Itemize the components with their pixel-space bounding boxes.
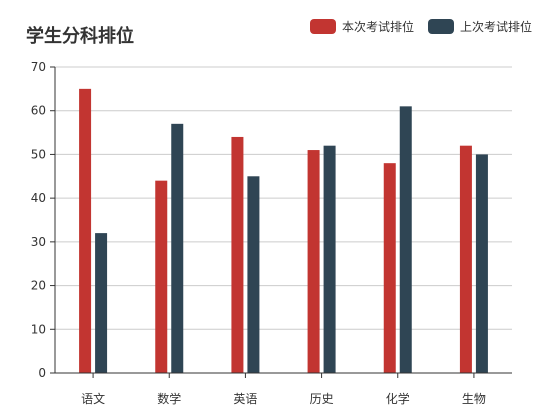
bar-current-4 — [383, 163, 396, 373]
bar-current-2 — [231, 136, 244, 373]
bar-previous-3 — [323, 145, 336, 373]
bar-previous-5 — [475, 154, 488, 373]
bar-current-3 — [307, 150, 320, 373]
bar-previous-1 — [171, 123, 184, 373]
legend-item-current[interactable]: 本次考试排位 — [309, 18, 414, 35]
y-tick-label: 40 — [31, 191, 46, 205]
legend-swatch-current — [309, 19, 336, 34]
x-tick-label: 英语 — [233, 392, 257, 406]
x-tick-label: 历史 — [310, 392, 334, 406]
y-tick-label: 70 — [31, 60, 46, 74]
y-tick-label: 0 — [38, 366, 46, 380]
legend-label-current: 本次考试排位 — [341, 20, 414, 34]
y-tick-label: 60 — [31, 104, 46, 118]
legend: 本次考试排位 上次考试排位 — [309, 18, 532, 35]
x-tick-label: 生物 — [462, 392, 486, 406]
x-tick-label: 数学 — [157, 391, 181, 406]
bar-previous-2 — [247, 176, 260, 373]
legend-label-previous: 上次考试排位 — [459, 20, 532, 34]
bar-previous-4 — [399, 106, 412, 373]
bar-current-1 — [155, 180, 168, 373]
legend-swatch-previous — [427, 19, 454, 34]
bar-previous-0 — [95, 233, 108, 373]
y-tick-label: 20 — [31, 279, 46, 293]
bar-current-5 — [459, 145, 472, 373]
y-tick-label: 30 — [31, 235, 46, 249]
chart-title: 学生分科排位 — [26, 26, 134, 47]
y-tick-label: 10 — [31, 322, 46, 336]
y-tick-label: 50 — [31, 147, 46, 161]
legend-item-previous[interactable]: 上次考试排位 — [427, 18, 532, 35]
x-tick-label: 语文 — [81, 391, 105, 406]
x-tick-label: 化学 — [386, 391, 410, 406]
bar-current-0 — [79, 88, 92, 373]
